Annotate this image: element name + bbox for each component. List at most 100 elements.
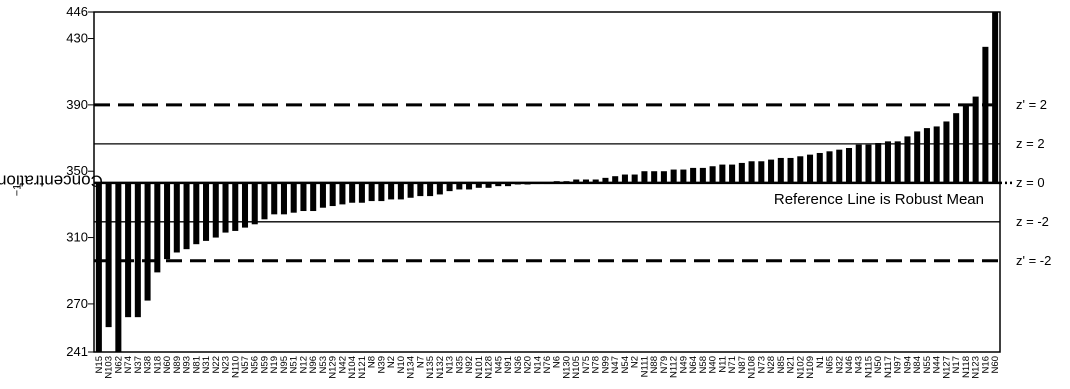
bar: [875, 143, 882, 183]
bar: [446, 182, 453, 192]
x-tick-label: N51: [289, 356, 300, 373]
x-tick-label: N88: [649, 356, 660, 373]
bar: [115, 182, 122, 352]
x-tick-label: N12: [298, 356, 309, 373]
x-tick-label: N97: [893, 356, 904, 373]
x-tick-label: N87: [737, 356, 748, 373]
reference-line-label: z' = -2: [1016, 253, 1051, 268]
x-tick-label: N57: [240, 356, 251, 373]
bar: [475, 182, 482, 188]
bar: [992, 12, 999, 183]
x-tick-label: N40: [708, 356, 719, 373]
x-tick-label: N71: [727, 356, 738, 373]
x-tick-label: N96: [308, 356, 319, 373]
bar: [777, 157, 784, 183]
y-tick-label: 270: [66, 296, 88, 311]
y-tick-label: 350: [66, 163, 88, 178]
bar: [582, 179, 589, 183]
x-tick-label: N130: [561, 356, 572, 379]
bar: [203, 182, 210, 241]
bar: [144, 182, 151, 301]
bar: [388, 182, 395, 200]
x-tick-label: N104: [347, 356, 358, 379]
bar: [953, 113, 960, 183]
x-tick-label: N17: [951, 356, 962, 373]
bar: [826, 151, 833, 183]
x-tick-label: N135: [425, 356, 436, 379]
x-tick-label: N14: [532, 356, 543, 373]
bar: [193, 182, 200, 245]
bar: [972, 96, 979, 183]
x-tick-label: N118: [961, 356, 972, 378]
bar: [427, 182, 434, 197]
bar: [729, 164, 736, 183]
x-tick-label: N62: [113, 356, 124, 373]
x-tick-label: N115: [863, 356, 874, 378]
x-tick-label: N47: [610, 356, 621, 373]
x-tick-label: N22: [211, 356, 222, 373]
x-tick-label: N117: [883, 356, 894, 378]
x-tick-label: N53: [318, 356, 329, 373]
y-tick-label: 446: [66, 4, 88, 19]
x-tick-label: N103: [104, 356, 115, 379]
bar: [670, 169, 677, 183]
x-tick-label: N93: [182, 356, 193, 373]
bar: [251, 182, 258, 225]
bar: [358, 182, 365, 203]
bar: [845, 148, 853, 183]
y-axis-title-text: Concentration Ba mg kg: [0, 171, 103, 191]
bar: [222, 182, 229, 233]
x-tick-label: N20: [523, 356, 534, 373]
bar: [914, 131, 921, 183]
x-tick-label: N58: [698, 356, 709, 373]
bar: [865, 144, 872, 183]
x-tick-label: N74: [123, 356, 134, 373]
x-tick-label: N105: [571, 356, 582, 379]
bar: [290, 182, 297, 213]
bar: [505, 182, 512, 187]
bar: [699, 167, 706, 183]
bar: [680, 169, 687, 183]
bar: [173, 182, 180, 253]
x-tick-label: N1: [815, 356, 826, 368]
x-tick-label: N134: [406, 356, 417, 379]
x-tick-label: N89: [172, 356, 183, 373]
x-tick-label: N10: [396, 356, 407, 373]
bar: [592, 179, 599, 183]
x-tick-label: N79: [659, 356, 670, 373]
bar: [125, 182, 132, 318]
bar: [748, 161, 755, 183]
x-tick-label: N95: [279, 356, 290, 373]
bar: [378, 182, 385, 202]
bar: [319, 182, 326, 208]
bar: [758, 161, 765, 183]
x-tick-label: N76: [542, 356, 553, 373]
x-tick-label: N108: [747, 356, 758, 379]
bar: [612, 176, 619, 183]
bar: [923, 128, 930, 183]
x-tick-label: N101: [474, 356, 485, 379]
x-tick-label: N59: [259, 356, 270, 373]
x-tick-label: N31: [201, 356, 212, 373]
bar: [417, 182, 424, 197]
x-tick-label: N129: [328, 356, 339, 379]
bar: [232, 182, 239, 231]
x-tick-label: N2: [386, 356, 397, 368]
bar: [836, 149, 843, 183]
bar: [436, 182, 443, 195]
bar: [573, 179, 580, 183]
x-tick-label: N85: [776, 356, 787, 373]
bar: [105, 182, 112, 328]
x-tick-label: N94: [902, 356, 913, 373]
y-tick-label: 310: [66, 230, 88, 245]
bar: [261, 182, 268, 220]
bar: [690, 167, 697, 183]
bar: [154, 182, 161, 273]
x-tick-label: N46: [844, 356, 855, 373]
x-tick-label: N99: [600, 356, 611, 373]
x-tick-label: N49: [678, 356, 689, 373]
x-tick-label: N78: [591, 356, 602, 373]
bar: [164, 182, 171, 260]
x-tick-label: N39: [376, 356, 387, 373]
